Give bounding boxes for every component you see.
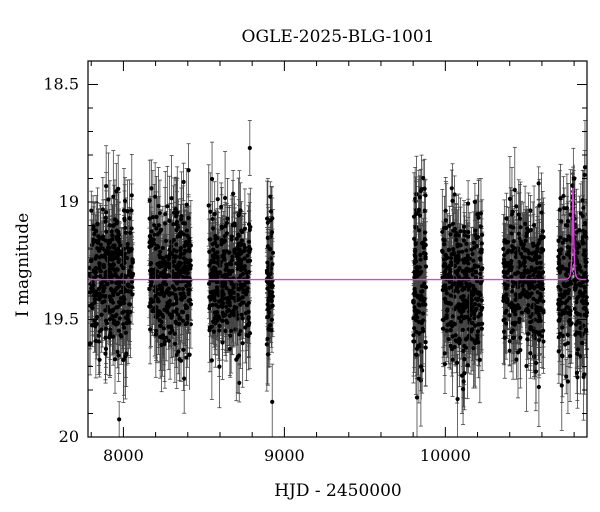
- chart-title: OGLE-2025-BLG-1001: [242, 27, 435, 47]
- y-axis-label: I magnitude: [13, 213, 33, 317]
- data-points: [87, 119, 590, 438]
- x-axis-label: HJD - 2450000: [274, 481, 402, 501]
